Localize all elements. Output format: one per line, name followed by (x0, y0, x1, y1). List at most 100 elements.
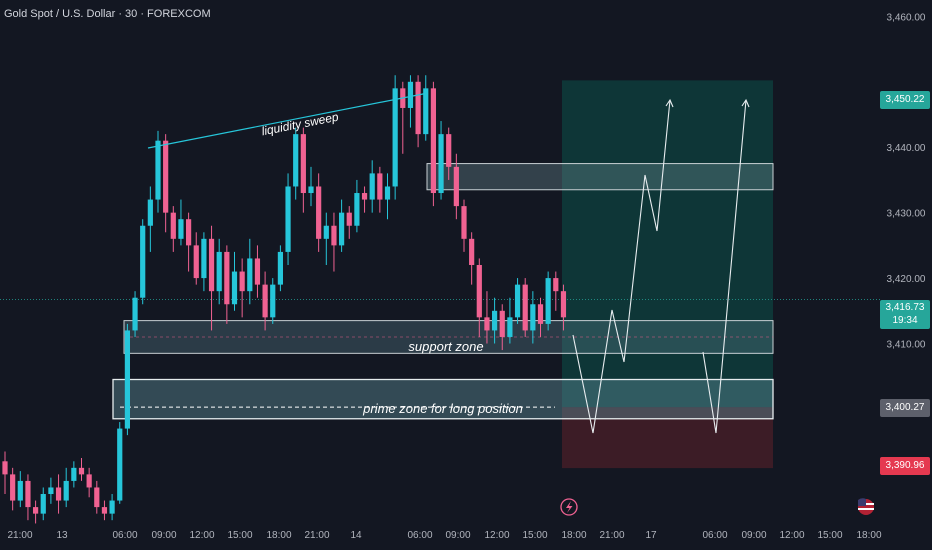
candle-body (384, 186, 391, 200)
countdown-timer: 19:34 (892, 315, 918, 326)
candle-body (323, 225, 329, 239)
x-tick-label: 21:00 (599, 530, 624, 541)
candle (216, 238, 222, 305)
candle-body (17, 480, 23, 501)
candle-body (499, 310, 505, 337)
candle (94, 480, 100, 514)
candle (71, 461, 77, 488)
candle-body (331, 225, 337, 246)
candle (262, 271, 268, 331)
candle-body (55, 487, 62, 501)
projection-arrow-a (665, 98, 674, 108)
candle-body (101, 507, 108, 514)
candle-body (2, 461, 8, 475)
candle (300, 127, 306, 213)
candle (247, 238, 253, 305)
candle-body (530, 304, 536, 331)
candle-body (170, 212, 176, 239)
x-tick-label: 09:00 (445, 530, 470, 541)
candle-body (163, 140, 169, 213)
candle (484, 291, 490, 344)
candle (2, 451, 8, 495)
candle (109, 494, 115, 521)
candle (193, 232, 199, 285)
projection-path (572, 98, 750, 434)
candle-body (109, 500, 115, 514)
candle (285, 173, 291, 265)
candle-body (492, 310, 498, 331)
candle (453, 153, 459, 220)
candle (377, 166, 383, 213)
x-tick-label: 12:00 (779, 530, 804, 541)
candle (545, 271, 551, 331)
candle-body (140, 225, 146, 298)
current-price-tag: 3,416.73 19:34 (880, 300, 930, 329)
entry-price-tag: 3,400.27 (880, 399, 930, 417)
candle (10, 467, 16, 511)
candle-body (178, 219, 184, 239)
candle (25, 474, 31, 521)
candle-body (78, 467, 85, 475)
candle (55, 474, 62, 514)
candle-body (430, 88, 436, 194)
candle-body (33, 507, 39, 514)
target-price-tag: 3,450.22 (880, 91, 930, 109)
candle (384, 173, 391, 220)
candle (492, 297, 498, 344)
candle-body (377, 173, 383, 200)
x-tick-label: 15:00 (817, 530, 842, 541)
candle (476, 258, 482, 337)
x-tick-label: 14 (350, 530, 362, 541)
candle (33, 500, 39, 524)
candle-body (277, 251, 283, 285)
x-tick-label: 06:00 (112, 530, 137, 541)
axes: 3,460.00 3,440.00 3,430.00 3,420.00 3,410.00… (7, 12, 925, 541)
candle-body (453, 166, 459, 207)
candle-body (476, 265, 482, 318)
candle-body (63, 480, 69, 501)
y-tick-label: 3,440.00 (887, 143, 926, 154)
candle (239, 258, 245, 318)
candle (178, 199, 184, 246)
x-tick-label: 21:00 (304, 530, 329, 541)
x-tick-label: 15:00 (522, 530, 547, 541)
x-tick-label: 06:00 (702, 530, 727, 541)
candle-body (545, 278, 551, 324)
candle-body (369, 173, 375, 200)
candle (339, 199, 345, 252)
candle-body (522, 284, 528, 331)
stop-price-tag: 3,390.96 (880, 457, 930, 475)
candle-body (392, 88, 398, 187)
prime-zone-box (112, 378, 774, 420)
candle-body (94, 487, 100, 508)
candle (354, 179, 360, 233)
projection-arrow-b (741, 98, 750, 108)
candle-body (446, 134, 452, 167)
candle (117, 422, 123, 504)
candle-body (10, 474, 16, 501)
x-tick-label: 18:00 (856, 530, 881, 541)
candle-body (124, 330, 130, 429)
candle-body (308, 186, 314, 194)
us-flag-icon[interactable] (858, 498, 874, 515)
candle (124, 323, 130, 436)
candle-body (86, 474, 92, 488)
candle (101, 500, 108, 521)
candle-body (407, 81, 414, 108)
candle (224, 245, 230, 324)
candle-body (270, 284, 276, 318)
candle-body (293, 134, 299, 187)
candle (430, 81, 436, 207)
flash-icon[interactable] (560, 498, 578, 516)
candle-body (346, 212, 352, 226)
candle (499, 304, 505, 351)
chart-title: Gold Spot / U.S. Dollar · 30 · FOREXCOM (4, 8, 211, 20)
candle (331, 212, 337, 272)
candle-body (25, 480, 31, 508)
candle-body (415, 81, 421, 135)
prime-zone-label: prime zone for long position (362, 401, 523, 416)
candle-body (361, 193, 368, 200)
current-price-value: 3,416.73 (885, 302, 925, 313)
